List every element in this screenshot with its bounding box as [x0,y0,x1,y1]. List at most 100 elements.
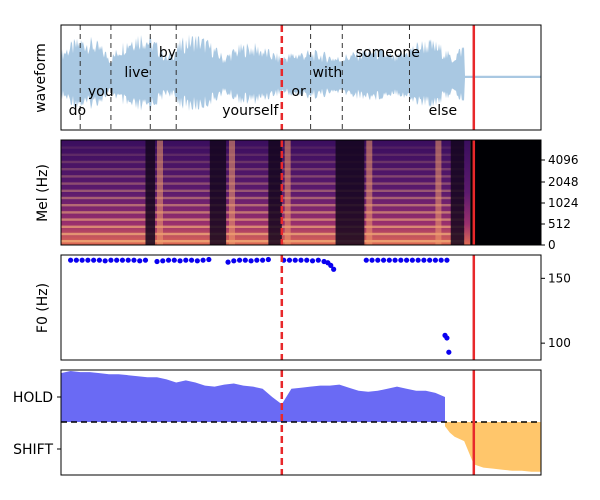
f0-point-4-8 [409,257,415,263]
mel-onset-1 [229,140,235,245]
word-label-7: someone [356,45,420,61]
f0-point-2-7 [265,256,271,263]
f0-point-2-4 [248,258,254,264]
mel-frame [60,139,542,246]
f0-point-0-6 [102,258,108,264]
f0-point-0-4 [91,257,97,263]
mel-layer [61,140,541,245]
mel-harmonic-3 [61,218,465,221]
f0-point-4-14 [444,257,450,263]
f0-point-4-9 [415,257,421,263]
f0-point-3-3 [298,257,304,263]
f0-ytick-label-0: 100 [548,336,571,350]
vap-category-label-1: SHIFT [13,442,53,458]
waveform-ylabel: waveform [33,43,49,113]
mel-ylabel: Mel (Hz) [35,164,51,222]
word-label-2: live [124,65,149,81]
f0-point-0-10 [125,257,131,263]
mel-harmonic-0 [61,240,465,243]
f0-point-3-1 [286,257,293,263]
f0-point-1-5 [183,257,189,263]
f0-point-0-9 [119,257,126,263]
f0-point-4-11 [427,257,433,263]
f0-yticks: 100 150 [541,271,571,350]
mel-harmonic-12 [61,153,465,156]
f0-point-4-10 [421,257,427,263]
mel-harmonic-7 [61,189,465,192]
vap-layer [61,370,541,475]
f0-point-3-2 [292,257,298,263]
mel-harmonic-2 [61,225,465,228]
f0-point-2-5 [254,257,260,263]
f0-point-3-5 [309,258,316,264]
mel-harmonic-13 [61,146,465,149]
f0-ylabel: F0 (Hz) [35,283,51,333]
f0-point-5-1 [444,335,450,341]
vap-yticks: HOLD SHIFT [13,390,61,458]
mel-ytick-label-0: 0 [548,238,556,252]
mel-harmonic-1 [61,232,465,236]
mel-pause-0 [145,140,156,245]
waveform-area [61,34,541,111]
f0-point-3-9 [328,262,334,268]
f0-point-0-3 [85,257,91,263]
f0-point-4-13 [438,257,444,263]
f0-point-2-3 [242,257,248,263]
mel-yticks: 0 512 1024 2048 4096 [541,153,579,252]
vap-panel: HOLD SHIFT [13,369,542,476]
f0-panel: F0 (Hz) 100 150 [35,254,571,361]
mel-ytick-label-4: 4096 [548,153,579,167]
f0-point-3-10 [331,266,337,272]
mel-ytick-label-2: 1024 [548,196,579,210]
mel-pause-2 [268,140,282,245]
f0-point-1-2 [165,257,172,263]
f0-point-0-7 [108,257,114,263]
f0-point-1-8 [200,257,206,263]
mel-onset-3 [366,140,373,245]
word-label-1: you [88,84,114,100]
f0-point-1-6 [188,257,195,263]
f0-point-0-11 [131,257,137,263]
f0-point-4-6 [398,257,404,263]
f0-point-4-3 [380,257,387,263]
f0-point-1-3 [171,257,177,263]
word-label-5: or [291,84,306,100]
mel-onset-0 [157,140,163,245]
f0-point-1-4 [177,258,183,264]
mel-panel: Mel (Hz) 0 512 1024 2048 4096 [35,139,579,252]
f0-frame [60,254,542,361]
f0-point-4-4 [386,257,392,263]
hold-area [61,371,445,422]
mel-ytick-label-1: 512 [548,217,571,231]
mel-pause-1 [209,140,227,245]
f0-point-2-1 [231,258,237,264]
f0-ytick-label-1: 150 [548,271,571,285]
waveform-frame [60,24,542,131]
f0-point-5-2 [446,349,452,355]
f0-point-4-0 [363,257,369,263]
f0-point-1-1 [160,258,166,264]
mel-harmonic-11 [61,160,465,164]
f0-point-4-1 [369,257,375,263]
mel-harmonic-4 [61,211,465,214]
f0-point-0-8 [114,257,120,263]
mel-harmonic-10 [61,168,465,171]
f0-point-0-0 [68,257,74,263]
f0-point-3-6 [315,257,321,263]
f0-point-4-5 [392,257,398,263]
f0-point-2-0 [225,259,231,265]
f0-point-0-5 [96,257,102,263]
f0-layer [68,255,476,360]
f0-point-4-7 [404,257,410,263]
word-label-8: else [429,103,457,119]
mel-harmonic-9 [61,175,465,178]
mel-pause-4 [450,140,465,245]
mel-harmonic-5 [61,204,465,207]
mel-harmonic-6 [61,196,465,200]
mel-pause-3 [335,140,365,245]
word-label-0: do [69,103,86,119]
vap-frame [60,369,542,476]
f0-point-2-6 [260,257,266,263]
mel-ytick-label-3: 2048 [548,175,579,189]
